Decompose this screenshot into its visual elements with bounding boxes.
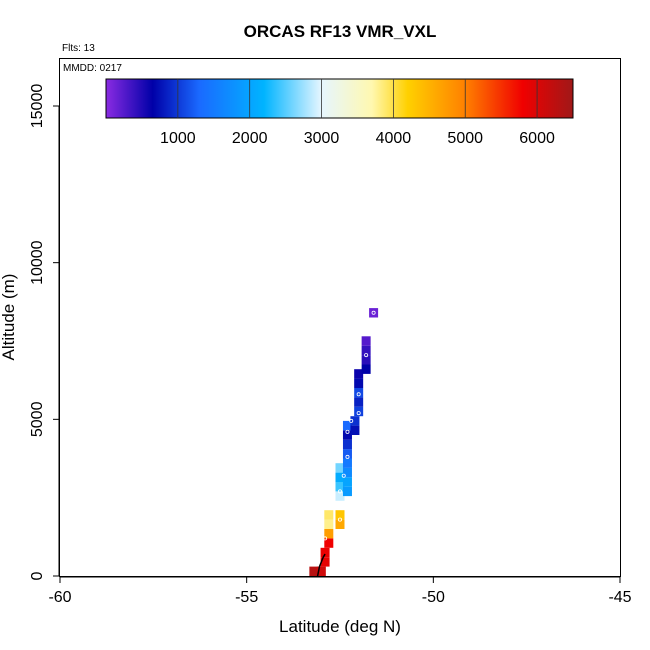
- data-cell: [361, 355, 371, 365]
- data-cell: [354, 378, 364, 388]
- y-axis: 0 5000 10000 15000: [29, 84, 60, 580]
- sample-point: [323, 536, 328, 541]
- flights-label: Flts: 13: [62, 43, 95, 54]
- data-cell: [309, 566, 319, 576]
- data-cell: [342, 458, 352, 468]
- y-tick-label: 15000: [29, 84, 46, 129]
- y-tick-label: 5000: [29, 401, 46, 437]
- data-cell: [324, 519, 334, 529]
- data-cell: [335, 519, 345, 529]
- data-cell: [350, 425, 360, 435]
- colorbar-tick-label: 2000: [232, 130, 268, 147]
- data-cell: [335, 472, 345, 482]
- data-cell: [342, 439, 352, 450]
- sample-point: [349, 418, 354, 423]
- data-cell: [342, 449, 352, 459]
- sample-point: [345, 454, 350, 459]
- data-cell: [335, 482, 345, 492]
- data-cell: [354, 369, 364, 379]
- x-tick-label: -55: [235, 589, 258, 606]
- sample-point: [341, 473, 346, 478]
- sample-point: [356, 392, 361, 397]
- data-cell: [324, 538, 334, 548]
- sample-point: [345, 429, 350, 434]
- sample-points: [323, 310, 376, 541]
- y-tick-label: 0: [29, 571, 46, 580]
- data-cell: [320, 547, 330, 558]
- data-cell: [369, 308, 379, 318]
- colorbar-tick-label: 3000: [304, 130, 340, 147]
- data-cell: [320, 557, 330, 567]
- y-axis-label: Altitude (m): [0, 274, 18, 361]
- data-cell: [354, 397, 364, 407]
- colorbar-tick-label: 6000: [519, 130, 555, 147]
- x-tick-label: -50: [422, 589, 445, 606]
- colorbar-tick-label: 1000: [160, 130, 196, 147]
- data-cells: [309, 308, 379, 576]
- colorbar-tick-label: 5000: [447, 130, 483, 147]
- chart-title: ORCAS RF13 VMR_VXL: [244, 22, 437, 41]
- date-label: MMDD: 0217: [63, 63, 122, 74]
- data-cell: [335, 463, 345, 473]
- sample-point: [356, 411, 361, 416]
- x-axis: -60 -55 -50 -45: [48, 576, 632, 606]
- sample-point: [337, 489, 342, 494]
- data-cell: [361, 364, 371, 374]
- colorbar-rect: [105, 78, 574, 119]
- data-cell: [350, 416, 360, 426]
- data-cell: [361, 345, 371, 356]
- sample-point: [371, 310, 376, 315]
- x-axis-label: Latitude (deg N): [279, 617, 401, 636]
- x-tick-label: -60: [48, 589, 71, 606]
- flight-track: [316, 553, 326, 577]
- data-cell: [342, 477, 352, 487]
- colorbar-tick-label: 4000: [376, 130, 412, 147]
- data-cell: [324, 529, 334, 539]
- data-cell: [316, 566, 326, 576]
- data-cell: [324, 510, 334, 520]
- data-cell: [361, 336, 371, 346]
- data-cell: [342, 486, 352, 497]
- x-tick-label: -45: [608, 589, 631, 606]
- data-cell: [342, 467, 352, 478]
- y-tick-label: 10000: [29, 240, 46, 285]
- data-cell: [335, 491, 345, 501]
- data-cell: [342, 420, 352, 431]
- data-cell: [342, 430, 352, 440]
- colorbar: 1000 2000 3000 4000 5000 6000: [105, 78, 574, 147]
- data-cell: [335, 510, 345, 520]
- sample-point: [364, 353, 369, 358]
- flight-track-line: [316, 553, 326, 577]
- sample-point: [337, 517, 342, 522]
